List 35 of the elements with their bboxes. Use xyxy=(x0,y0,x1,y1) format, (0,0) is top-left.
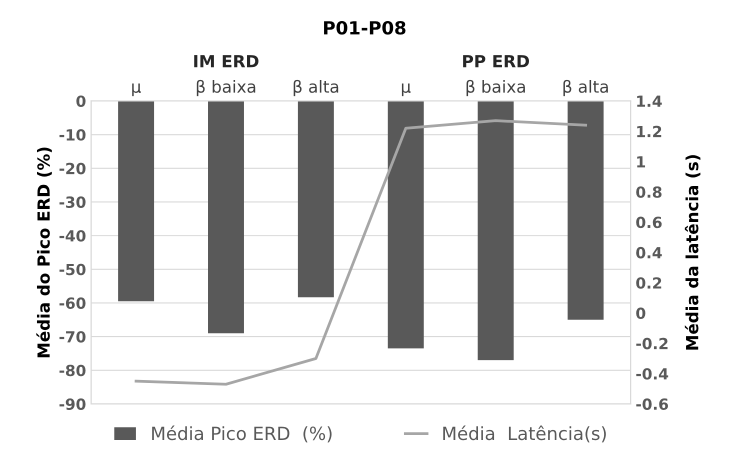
legend-label: Média Latência(s) xyxy=(443,426,606,442)
y-axis-title: Média do Pico ERD (%) xyxy=(36,148,52,358)
y-tick-label: -40 xyxy=(59,230,86,242)
y-tick-label: -70 xyxy=(59,331,86,343)
y2-tick-label: 1.2 xyxy=(637,126,662,138)
text: PP ERD xyxy=(463,55,529,68)
text: IM ERD xyxy=(194,55,258,68)
y2-tick-label: -0.4 xyxy=(636,368,668,380)
y-tick-label: -10 xyxy=(59,129,86,141)
y-tick-label: -60 xyxy=(59,297,86,309)
y-tick-label: -30 xyxy=(59,196,86,208)
legend-label: Média Pico ERD (%) xyxy=(152,426,332,442)
x-tick-label: μ xyxy=(132,84,141,96)
y2-tick-label: 0.2 xyxy=(636,277,662,289)
x-tick-label: β baixa xyxy=(196,80,256,96)
y2-tick-label: 1 xyxy=(637,156,646,168)
y2-axis-title: Média da latência (s) xyxy=(684,155,700,350)
y-tick-label: 0 xyxy=(76,95,86,107)
chart-title: P01-P08 xyxy=(324,20,406,35)
y2-tick-label: -0.6 xyxy=(636,398,668,410)
x-tick-label: β alta xyxy=(294,80,338,96)
y-tick-label: -90 xyxy=(59,398,86,410)
x-tick-label: μ xyxy=(402,84,411,96)
x-tick-label: β alta xyxy=(563,80,608,96)
line-series xyxy=(134,119,588,386)
y2-tick-label: 0.8 xyxy=(636,186,662,198)
y2-tick-label: 1.4 xyxy=(637,96,662,107)
x-tick-label: β baixa xyxy=(466,80,525,96)
y2-tick-label: 0.4 xyxy=(636,246,662,258)
y-tick-label: -20 xyxy=(59,162,86,174)
y2-tick-label: 0 xyxy=(636,308,646,320)
y2-tick-label: -0.2 xyxy=(636,338,668,350)
y-tick-label: -80 xyxy=(59,364,86,376)
y2-tick-label: 0.6 xyxy=(636,216,662,228)
y-tick-label: -50 xyxy=(59,264,86,276)
